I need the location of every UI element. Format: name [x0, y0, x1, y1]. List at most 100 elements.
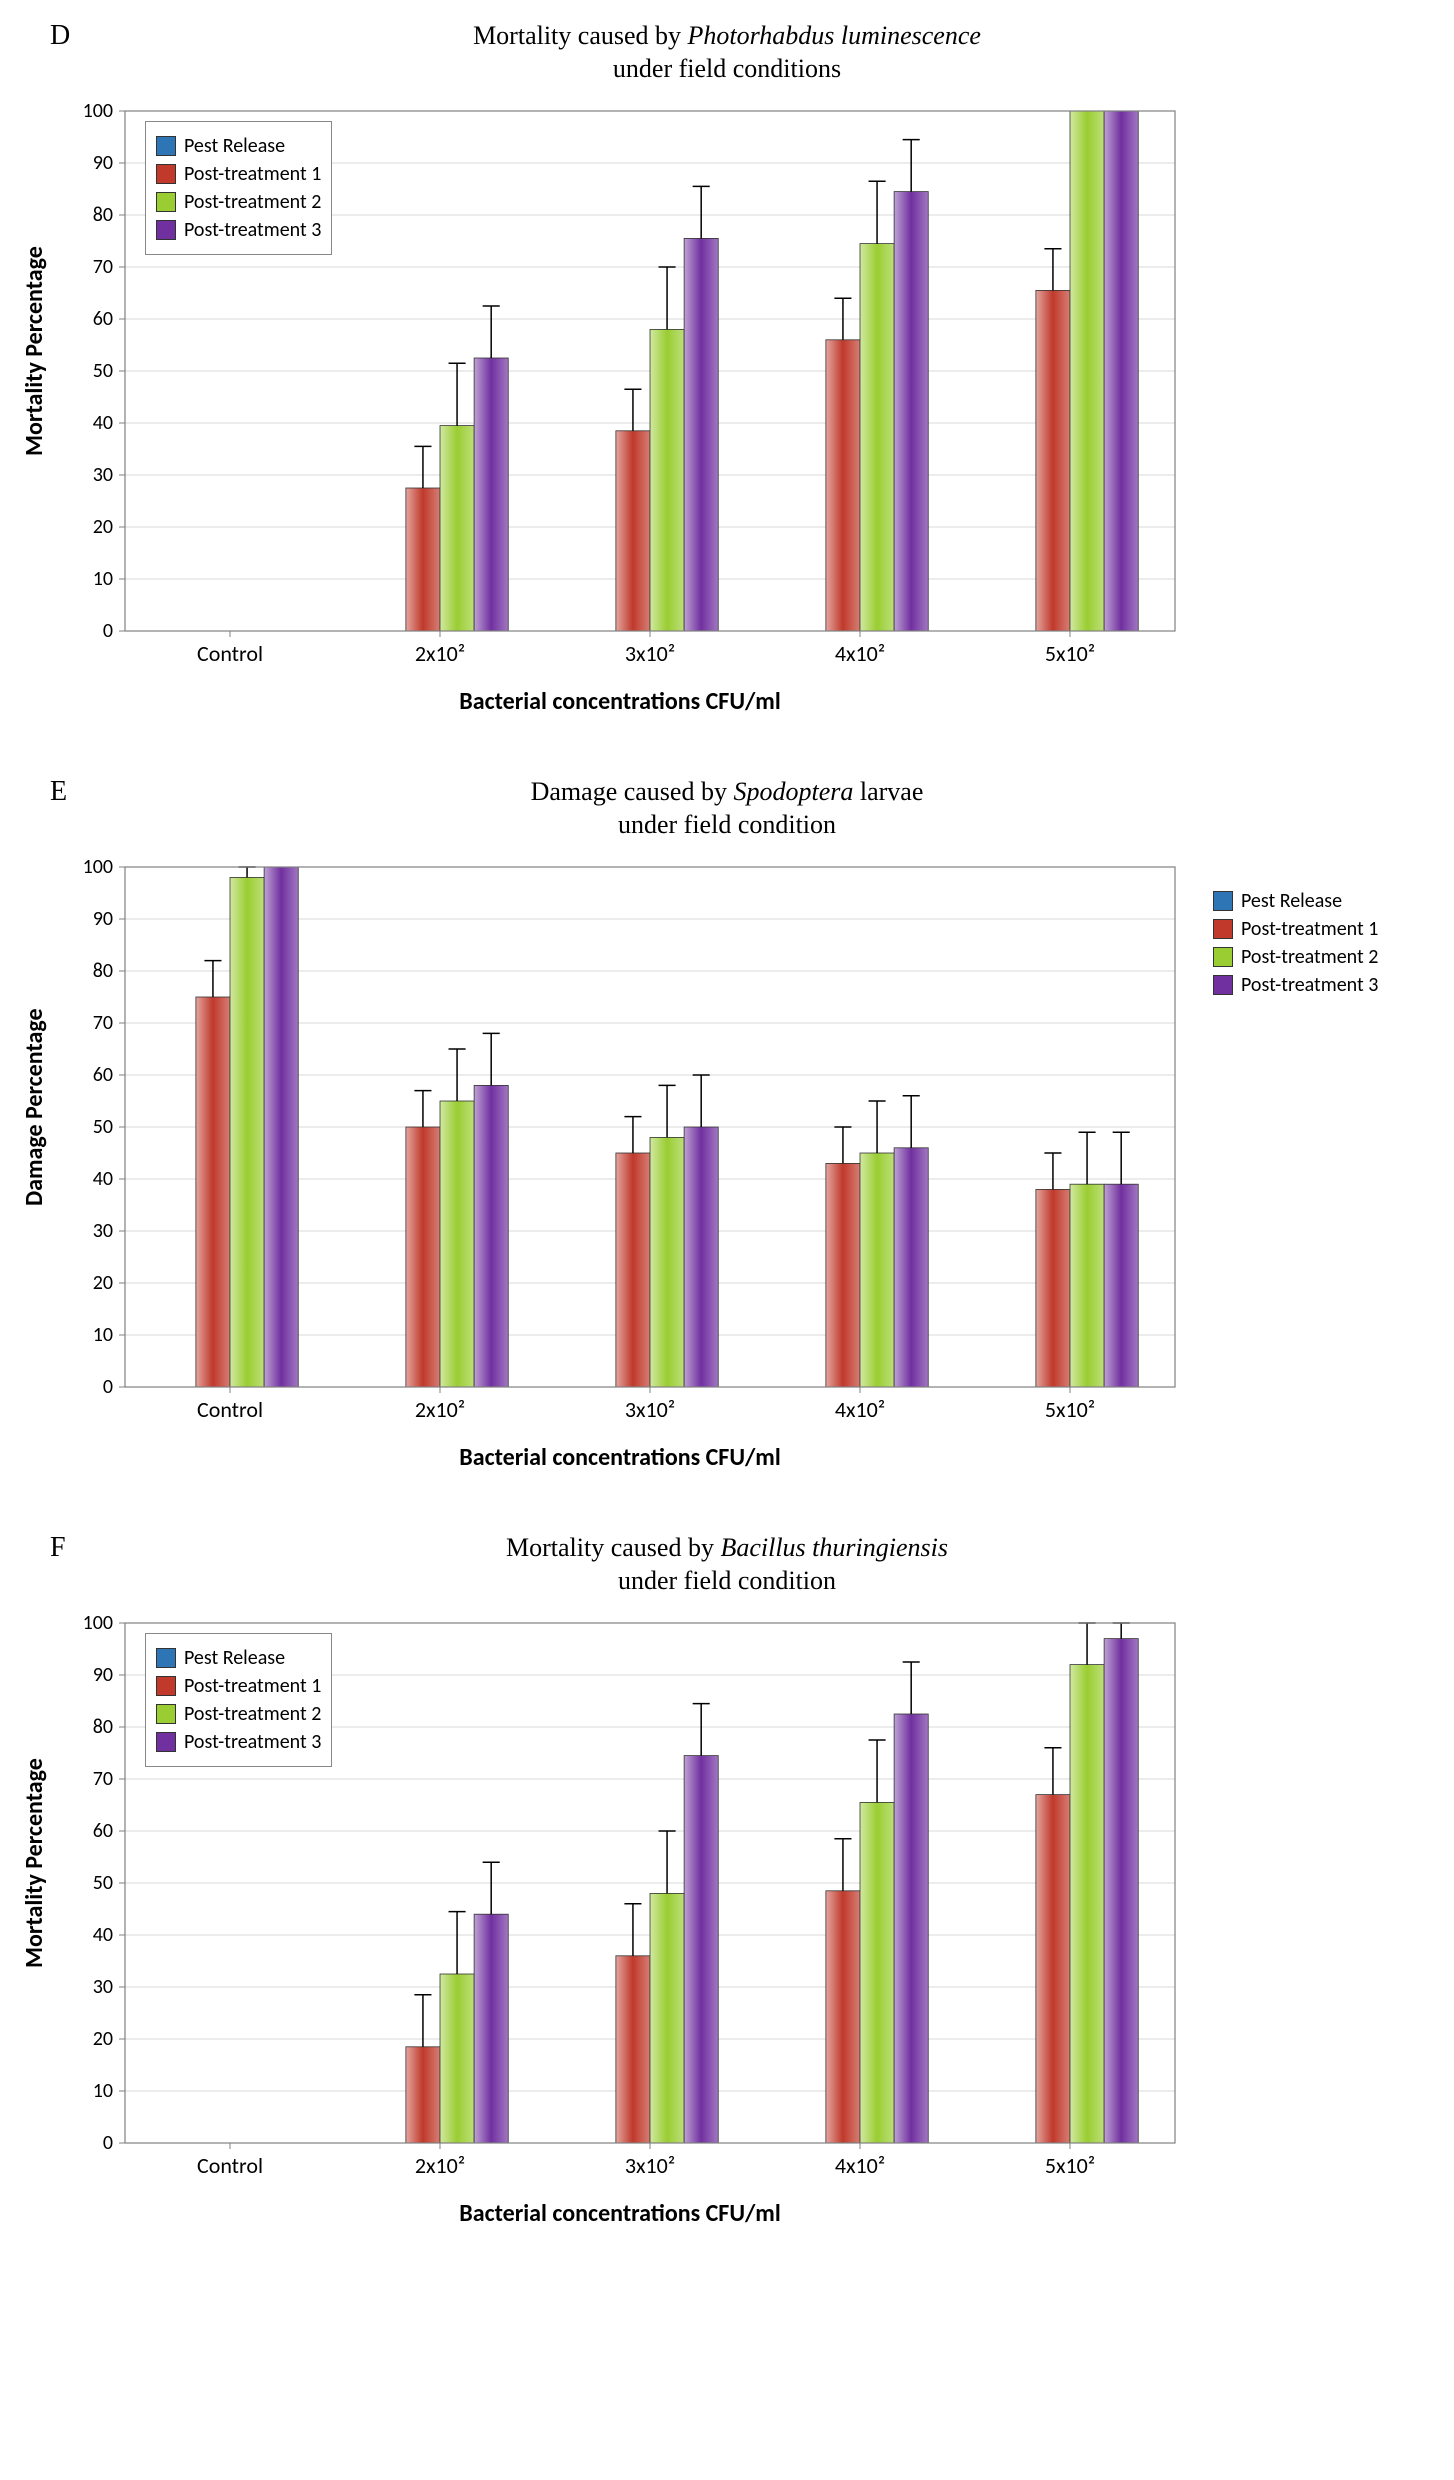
legend-item: Post-treatment 3 [1213, 973, 1378, 997]
plot-area: 0102030405060708090100Control2x10²3x10²4… [55, 847, 1195, 1437]
panel-label: D [50, 20, 70, 52]
figure-chartE: EDamage caused by Spodoptera larvaeunder… [20, 776, 1434, 1472]
legend-label: Post-treatment 1 [184, 162, 321, 186]
legend-swatch [156, 164, 176, 184]
bar [406, 488, 440, 631]
svg-text:0: 0 [103, 1375, 113, 1399]
svg-text:30: 30 [93, 463, 113, 487]
legend-label: Post-treatment 2 [184, 190, 321, 214]
legend-item: Post-treatment 2 [156, 1702, 321, 1726]
bar [860, 244, 894, 631]
svg-text:30: 30 [93, 1975, 113, 1999]
bar [616, 1153, 650, 1387]
bar [616, 1956, 650, 2143]
svg-text:3x10²: 3x10² [625, 2152, 675, 2179]
bar [684, 1127, 718, 1387]
title-italic: Bacillus thuringiensis [720, 1533, 948, 1562]
legend-item: Post-treatment 2 [156, 190, 321, 214]
bar [230, 877, 264, 1387]
svg-text:80: 80 [93, 959, 113, 983]
svg-text:0: 0 [103, 2131, 113, 2155]
svg-text:10: 10 [93, 567, 113, 591]
legend-swatch [156, 192, 176, 212]
bar [474, 1085, 508, 1387]
bar [406, 2047, 440, 2143]
legend-item: Pest Release [156, 1646, 321, 1670]
svg-text:50: 50 [93, 1115, 113, 1139]
bar [1070, 111, 1104, 631]
legend-item: Post-treatment 1 [156, 1674, 321, 1698]
legend-swatch [1213, 947, 1233, 967]
legend-label: Post-treatment 3 [1241, 973, 1378, 997]
bar [1070, 1665, 1104, 2143]
legend-swatch [1213, 891, 1233, 911]
bar [406, 1127, 440, 1387]
bar [264, 867, 298, 1387]
y-axis-label: Mortality Percentage [20, 1603, 49, 2163]
svg-text:Control: Control [197, 1396, 263, 1423]
bar [894, 1714, 928, 2143]
svg-text:60: 60 [93, 1063, 113, 1087]
svg-text:70: 70 [93, 1011, 113, 1035]
legend-item: Post-treatment 2 [1213, 945, 1378, 969]
legend: Pest Release Post-treatment 1 Post-treatme… [145, 121, 332, 255]
svg-text:10: 10 [93, 1323, 113, 1347]
panel-label: F [50, 1532, 66, 1564]
title-line2: under field condition [20, 809, 1434, 842]
bar [826, 1163, 860, 1387]
bar [1104, 1184, 1138, 1387]
svg-text:50: 50 [93, 1871, 113, 1895]
svg-text:2x10²: 2x10² [415, 640, 465, 667]
title-line2: under field conditions [20, 53, 1434, 86]
svg-text:4x10²: 4x10² [835, 2152, 885, 2179]
legend-label: Post-treatment 1 [184, 1674, 321, 1698]
svg-text:5x10²: 5x10² [1045, 1396, 1095, 1423]
svg-text:Control: Control [197, 2152, 263, 2179]
bar [1036, 1189, 1070, 1387]
svg-text:40: 40 [93, 411, 113, 435]
svg-text:5x10²: 5x10² [1045, 640, 1095, 667]
bar [650, 329, 684, 631]
title-italic: Photorhabdus luminescence [688, 21, 981, 50]
svg-text:0: 0 [103, 619, 113, 643]
title-post: larvae [853, 777, 923, 806]
svg-text:10: 10 [93, 2079, 113, 2103]
chart-title: Mortality caused by Photorhabdus lumines… [20, 20, 1434, 85]
legend-item: Post-treatment 3 [156, 218, 321, 242]
legend-swatch [156, 1648, 176, 1668]
legend-item: Post-treatment 1 [156, 162, 321, 186]
svg-text:40: 40 [93, 1923, 113, 1947]
svg-text:50: 50 [93, 359, 113, 383]
legend: Pest Release Post-treatment 1 Post-treatme… [1203, 877, 1388, 1009]
svg-text:3x10²: 3x10² [625, 1396, 675, 1423]
x-axis-label: Bacterial concentrations CFU/ml [50, 1443, 1190, 1472]
bar [826, 1891, 860, 2143]
svg-text:3x10²: 3x10² [625, 640, 675, 667]
bar [650, 1893, 684, 2143]
y-axis-label: Mortality Percentage [20, 91, 49, 651]
plot-area: 0102030405060708090100Control2x10²3x10²4… [55, 1603, 1195, 2193]
svg-text:60: 60 [93, 307, 113, 331]
svg-text:20: 20 [93, 515, 113, 539]
bar [1070, 1184, 1104, 1387]
title-line2: under field condition [20, 1565, 1434, 1598]
svg-text:80: 80 [93, 203, 113, 227]
legend-swatch [1213, 919, 1233, 939]
y-axis-label: Damage Percentage [20, 847, 49, 1407]
svg-text:70: 70 [93, 1767, 113, 1791]
title-pre: Mortality caused by [473, 21, 687, 50]
legend-label: Post-treatment 2 [1241, 945, 1378, 969]
bar [860, 1153, 894, 1387]
legend-label: Pest Release [184, 134, 285, 158]
chart-title: Mortality caused by Bacillus thuringiens… [20, 1532, 1434, 1597]
bar [440, 1101, 474, 1387]
legend-label: Pest Release [1241, 889, 1342, 913]
svg-text:Control: Control [197, 640, 263, 667]
legend-label: Post-treatment 1 [1241, 917, 1378, 941]
svg-text:90: 90 [93, 1663, 113, 1687]
bar [650, 1137, 684, 1387]
svg-text:70: 70 [93, 255, 113, 279]
x-axis-label: Bacterial concentrations CFU/ml [50, 2199, 1190, 2228]
plot-area: 0102030405060708090100Control2x10²3x10²4… [55, 91, 1195, 681]
legend-swatch [156, 1732, 176, 1752]
